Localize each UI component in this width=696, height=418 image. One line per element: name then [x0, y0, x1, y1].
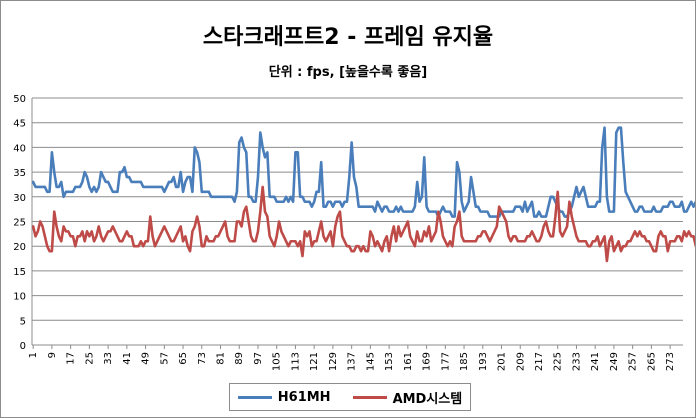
legend: H61MH AMD시스템	[229, 383, 471, 411]
x-tick-label: 65	[178, 352, 189, 365]
chart-subtitle: 단위 : fps, [높을수록 좋음]	[268, 65, 428, 80]
y-tick-label: 0	[20, 341, 26, 352]
x-tick-label: 97	[253, 352, 264, 365]
legend-swatch-h61mh	[237, 395, 272, 399]
x-tick-label: 137	[347, 352, 358, 371]
y-tick-label: 40	[13, 143, 26, 154]
x-tick-label: 113	[290, 352, 301, 371]
x-tick-label: 225	[553, 352, 564, 371]
y-tick-label: 25	[13, 218, 26, 229]
chart-title: 스타크래프트2 - 프레임 유지율	[202, 25, 494, 50]
x-tick-label: 209	[515, 352, 526, 371]
legend-label-h61mh: H61MH	[277, 389, 331, 405]
x-tick-label: 1	[28, 352, 39, 358]
y-tick-label: 45	[13, 119, 26, 130]
x-tick-label: 57	[159, 352, 170, 365]
x-tick-label: 217	[534, 352, 545, 371]
gridlines	[32, 97, 683, 321]
x-tick-label: 201	[497, 352, 508, 371]
y-tick-label: 35	[13, 168, 26, 179]
x-tick-label: 233	[571, 352, 582, 371]
series-line-amd	[31, 185, 695, 263]
x-tick-label: 41	[122, 352, 133, 365]
x-tick-label: 241	[590, 352, 601, 371]
x-tick-label: 33	[103, 352, 114, 365]
axes: 0 5 10 15 20 25 30 35 40 45 50 1 9 17 25 33 41 49 57 65 73 81…	[13, 94, 683, 371]
x-tick-label: 121	[309, 352, 320, 371]
x-tick-label: 265	[646, 352, 657, 371]
x-tick-label: 105	[272, 352, 283, 371]
x-tick-label: 145	[365, 352, 376, 371]
x-tick-label: 17	[66, 352, 77, 365]
x-tick-label: 161	[403, 352, 414, 371]
x-tick-label: 249	[609, 352, 620, 371]
x-tick-label: 73	[197, 352, 208, 365]
y-tick-label: 50	[13, 94, 26, 105]
legend-item-h61mh: H61MH	[237, 389, 331, 405]
y-tick-label: 10	[13, 292, 26, 303]
legend-label-amd: AMD시스템	[392, 391, 463, 407]
x-tick-label: 129	[328, 352, 339, 371]
x-tick-label: 9	[47, 352, 58, 358]
x-tick-label: 81	[216, 352, 227, 365]
y-tick-label: 20	[13, 242, 26, 253]
x-tick-label: 193	[478, 352, 489, 371]
series-lines	[31, 126, 695, 263]
x-tick-label: 177	[440, 352, 451, 371]
x-tick-label: 273	[665, 352, 676, 371]
y-tick-label: 30	[13, 193, 26, 204]
legend-swatch-amd	[352, 395, 387, 399]
series-line-h61mh	[31, 126, 695, 218]
legend-item-amd: AMD시스템	[352, 388, 463, 407]
x-tick-label: 153	[384, 352, 395, 371]
y-tick-label: 15	[13, 267, 26, 278]
x-tick-label: 49	[141, 352, 152, 365]
x-tick-label: 185	[459, 352, 470, 371]
x-tick-label: 25	[84, 352, 95, 365]
y-tick-label: 5	[20, 316, 26, 327]
x-tick-label: 257	[628, 352, 639, 371]
x-tick-label: 169	[422, 352, 433, 371]
x-tick-label: 89	[234, 352, 245, 365]
